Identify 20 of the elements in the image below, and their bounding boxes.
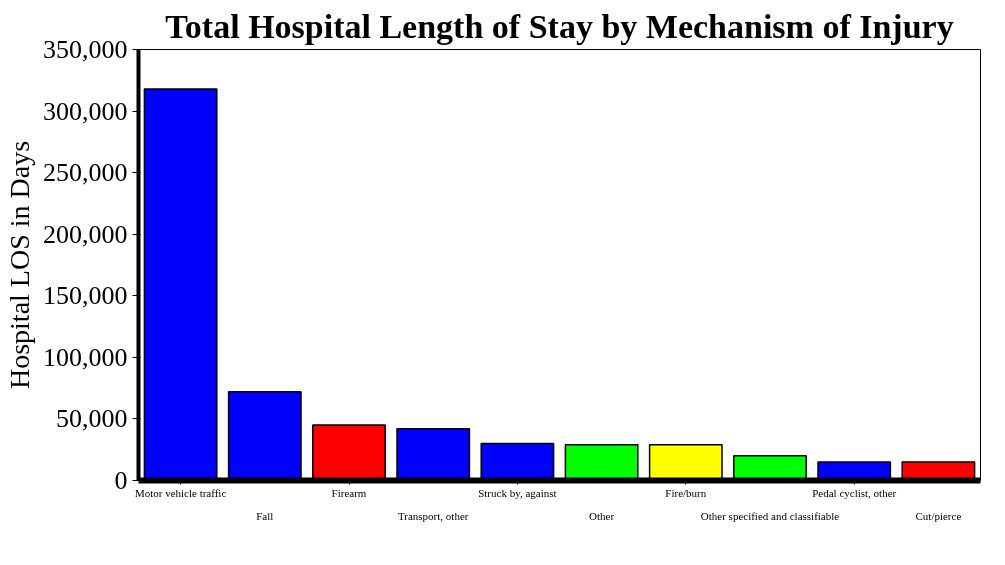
- x-tick-label: Firearm: [331, 486, 367, 499]
- y-tick-label: 150,000: [43, 281, 128, 311]
- x-tick-label: Fire/burn: [665, 486, 707, 499]
- chart-title: Total Hospital Length of Stay by Mechanism of Injury: [165, 7, 954, 45]
- y-tick-label: 50,000: [56, 404, 128, 434]
- x-tick-label: Struck by, against: [478, 486, 557, 499]
- y-tick-label: 250,000: [43, 158, 128, 188]
- x-tick-label: Other specified and classifiable: [700, 509, 840, 522]
- y-tick-label: 200,000: [43, 219, 128, 249]
- y-tick-label: 0: [114, 466, 128, 495]
- x-tick-label: Other: [589, 509, 615, 522]
- x-tick-label: Fall: [256, 509, 274, 522]
- y-tick-label: 100,000: [43, 342, 128, 372]
- x-tick-label: Cut/pierce: [915, 509, 962, 522]
- x-tick-label: Motor vehicle traffic: [134, 486, 227, 499]
- y-axis-title: Hospital LOS in Days: [4, 140, 35, 390]
- x-tick-label: Pedal cyclist, other: [812, 486, 897, 499]
- y-tick-label: 350,000: [43, 35, 128, 64]
- y-tick-label: 300,000: [43, 96, 128, 126]
- x-tick-label: Transport, other: [397, 509, 469, 522]
